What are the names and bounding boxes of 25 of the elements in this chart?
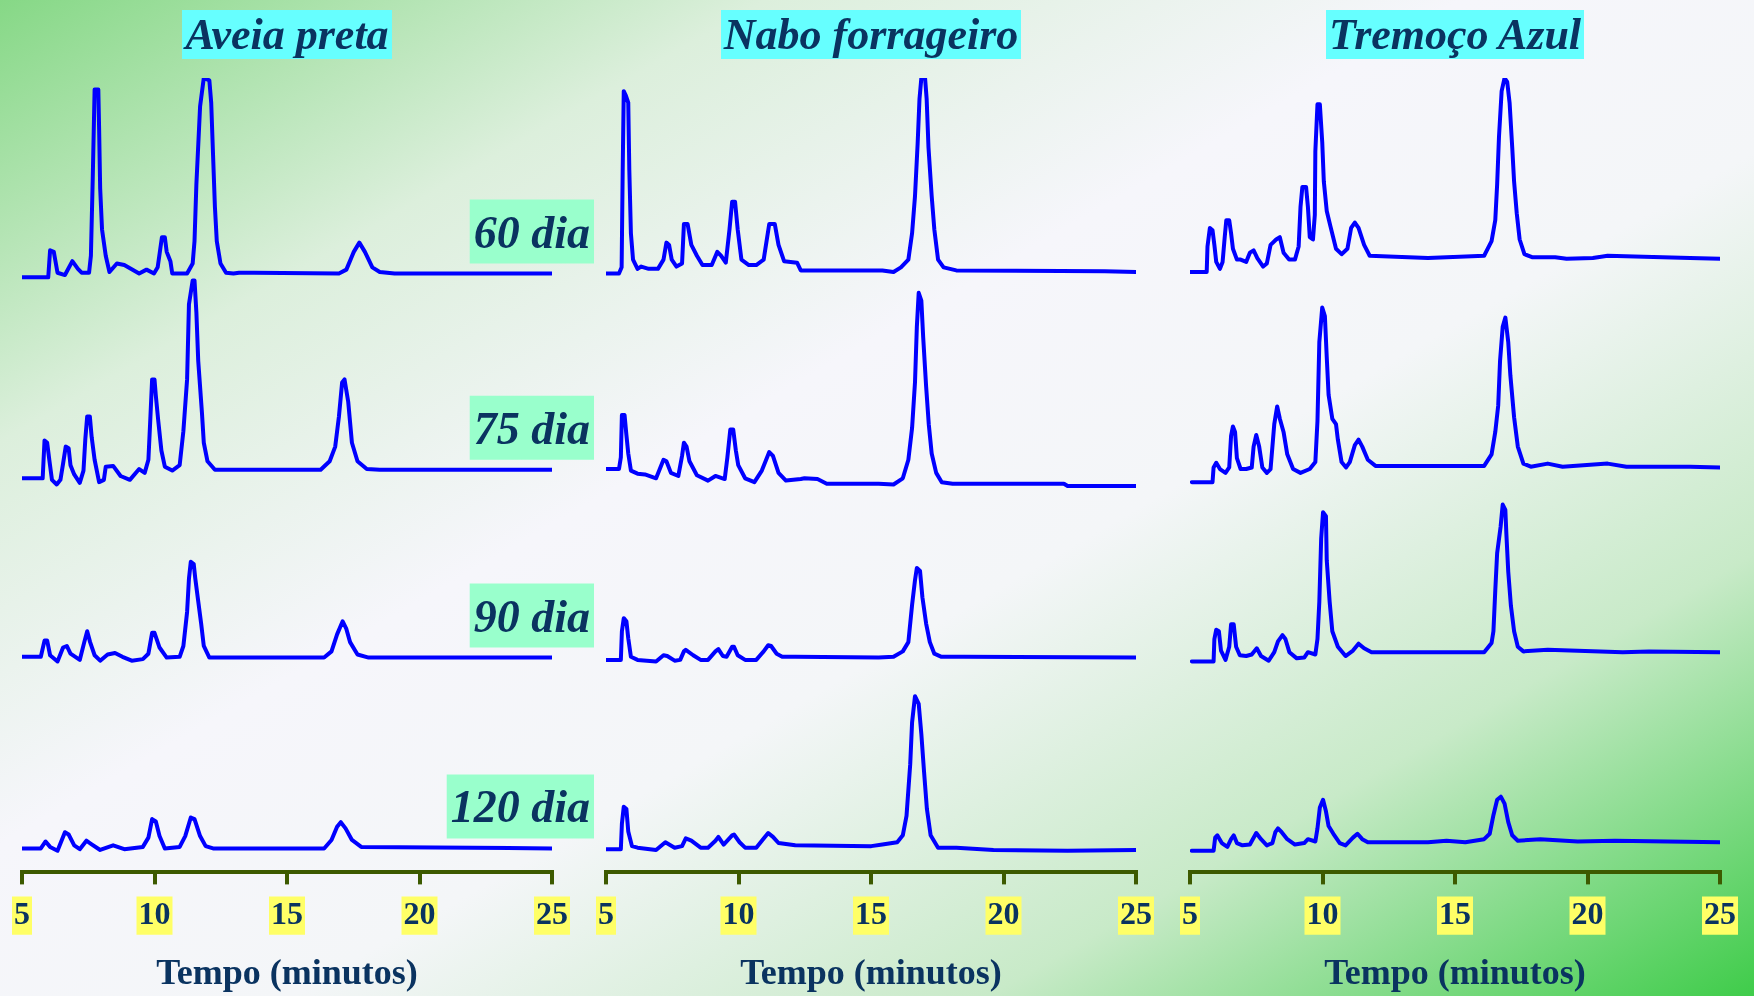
x-tick-label: 15 [271,894,303,931]
x-axis-title: Tempo (minutos) [740,951,1002,992]
x-tick-label: 5 [598,894,614,931]
x-tick-label: 20 [403,894,436,931]
x-tick-label: 20 [987,894,1020,931]
series-label: 75 dia [473,402,590,454]
chart-title: Nabo forrageiro [720,10,1022,59]
x-axis-title: Tempo (minutos) [156,951,418,992]
x-axis-title: Tempo (minutos) [1324,951,1586,992]
chart-title: Tremoço Azul [1325,10,1585,59]
x-tick-label: 15 [1439,894,1471,931]
x-tick-label: 25 [536,894,568,931]
x-tick-label: 5 [14,894,30,931]
x-tick-label: 25 [1120,894,1152,931]
x-tick-label: 15 [855,894,887,931]
x-tick-label: 25 [1704,894,1736,931]
x-tick-label: 10 [722,894,755,931]
x-tick-label: 10 [1306,894,1339,931]
x-tick-label: 5 [1182,894,1198,931]
x-tick-label: 10 [138,894,171,931]
series-label: 60 dia [473,206,590,258]
series-label: 90 dia [473,590,590,642]
chart-title: Aveia preta [182,10,392,59]
x-tick-label: 20 [1571,894,1604,931]
series-label: 120 dia [450,781,590,833]
